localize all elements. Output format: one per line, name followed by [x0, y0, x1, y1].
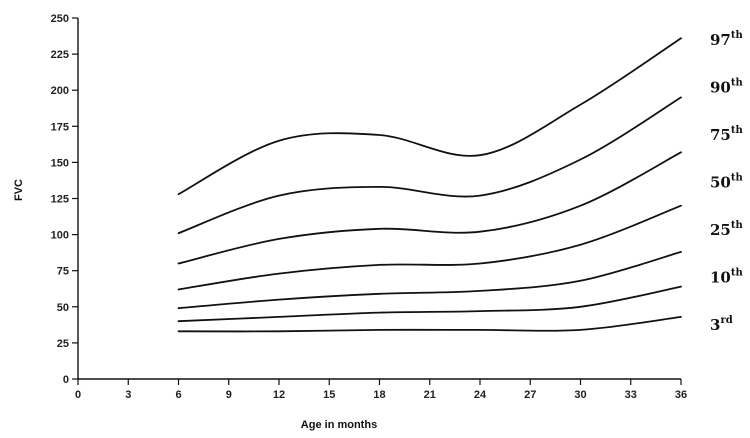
- percentile-line-75: [177, 151, 682, 265]
- y-tick-label-4: 100: [51, 230, 69, 242]
- y-tick-label-2: 50: [57, 302, 69, 314]
- y-tick-label-10: 250: [51, 13, 69, 25]
- percentile-line-10: [177, 285, 682, 323]
- x-tick-label-6: 18: [373, 389, 385, 401]
- y-tick-label-1: 25: [57, 338, 69, 350]
- percentile-line-97: [177, 37, 682, 196]
- percentile-label-97: 97th: [710, 30, 743, 49]
- percentile-line-90: [177, 96, 682, 235]
- x-tick-label-10: 30: [574, 389, 586, 401]
- percentile-line-3: [177, 316, 682, 333]
- y-axis-title: FVC: [13, 179, 25, 201]
- x-tick-label-7: 21: [424, 389, 436, 401]
- x-tick-label-0: 0: [75, 389, 81, 401]
- percentile-label-10: 10th: [710, 268, 743, 287]
- y-tick-label-9: 225: [51, 49, 69, 61]
- x-axis-title: Age in months: [301, 419, 377, 431]
- percentile-line-25: [177, 251, 682, 310]
- y-tick-label-7: 175: [51, 121, 69, 133]
- percentile-line-50: [177, 204, 682, 291]
- y-tick-label-5: 125: [51, 194, 69, 206]
- x-tick-label-8: 24: [474, 389, 487, 401]
- x-tick-label-2: 6: [175, 389, 181, 401]
- x-tick-label-9: 27: [524, 389, 536, 401]
- y-tick-label-0: 0: [63, 374, 69, 386]
- percentile-label-75: 75th: [710, 125, 743, 144]
- x-tick-label-3: 9: [226, 389, 232, 401]
- x-tick-label-12: 36: [675, 389, 687, 401]
- percentile-label-50: 50th: [710, 173, 743, 192]
- y-tick-label-8: 200: [51, 85, 69, 97]
- percentile-label-90: 90th: [710, 78, 743, 97]
- y-tick-label-6: 150: [51, 157, 69, 169]
- y-tick-label-3: 75: [57, 266, 69, 278]
- x-tick-label-5: 15: [323, 389, 335, 401]
- x-tick-label-1: 3: [125, 389, 131, 401]
- x-tick-label-11: 33: [625, 389, 637, 401]
- x-tick-label-4: 12: [273, 389, 285, 401]
- percentile-label-25: 25th: [710, 220, 743, 239]
- percentile-label-3: 3rd: [710, 315, 733, 334]
